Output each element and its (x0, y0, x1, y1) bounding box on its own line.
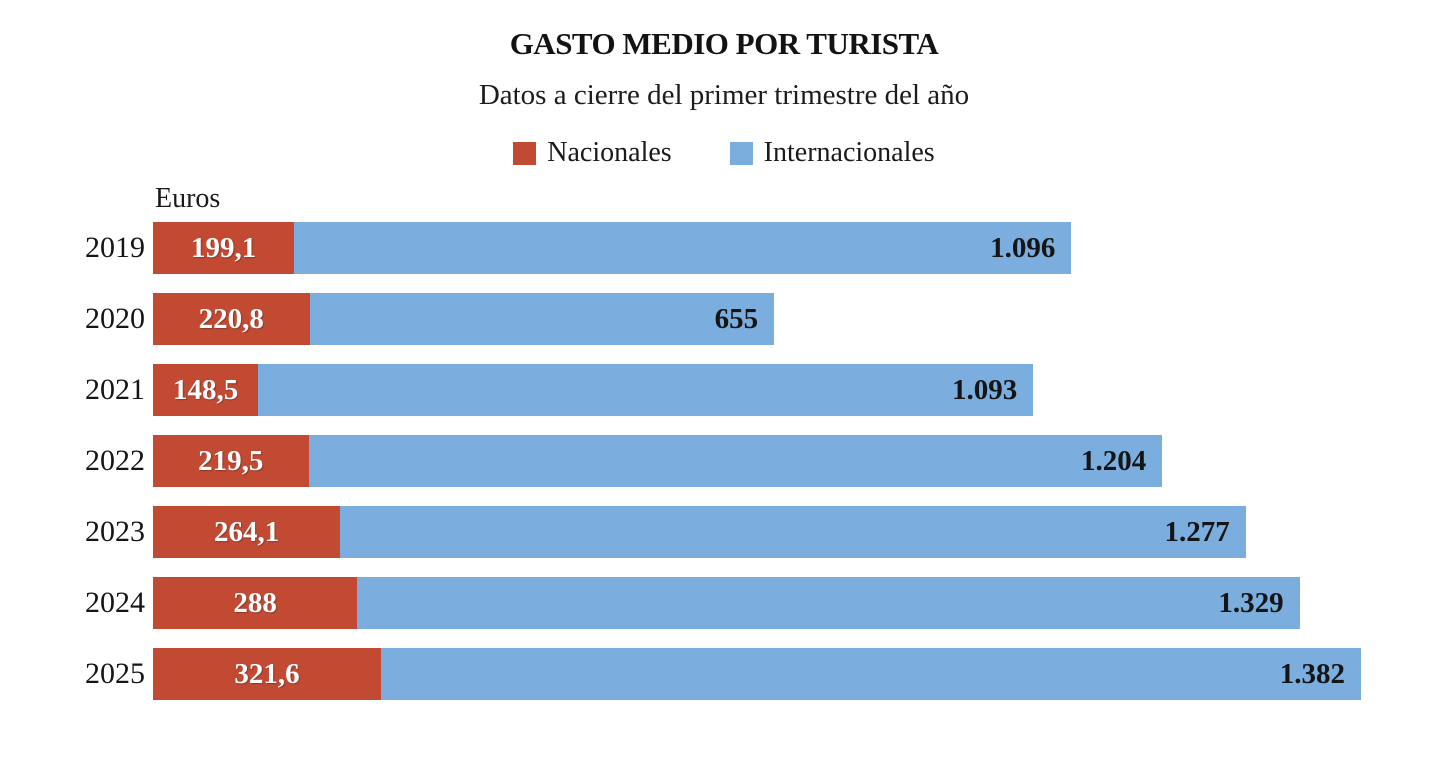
bar-segment-internacionales: 1.277 (340, 506, 1246, 558)
year-label: 2021 (85, 373, 145, 406)
legend-swatch-internacionales-icon (729, 141, 753, 165)
bar-segment-nacionales: 199,1 (153, 222, 295, 274)
bar-segment-nacionales: 220,8 (153, 293, 310, 345)
value-label-nacionales: 220,8 (198, 302, 264, 335)
bar-track: 148,5 1.093 (153, 364, 1034, 416)
legend-label-internacionales: Internacionales (763, 137, 935, 168)
bar-row: 2023 264,1 1.277 (0, 506, 1448, 558)
value-label-internacionales: 1.382 (1279, 657, 1345, 690)
bar-segment-internacionales: 1.382 (381, 648, 1361, 700)
chart-rows: 2019 199,1 1.096 2020 220,8 655 2021 148… (0, 222, 1448, 700)
year-label: 2019 (85, 231, 145, 264)
value-label-nacionales: 288 (233, 586, 277, 619)
bar-track: 321,6 1.382 (153, 648, 1361, 700)
year-label: 2024 (85, 586, 145, 619)
year-label: 2020 (85, 302, 145, 335)
value-label-nacionales: 264,1 (214, 515, 280, 548)
value-label-internacionales: 1.093 (952, 373, 1018, 406)
chart-canvas: GASTO MEDIO POR TURISTA Datos a cierre d… (0, 26, 1448, 760)
bar-segment-internacionales: 1.204 (308, 435, 1163, 487)
value-label-internacionales: 1.329 (1218, 586, 1284, 619)
legend-item-nacionales: Nacionales (513, 137, 672, 169)
legend-item-internacionales: Internacionales (729, 137, 935, 169)
legend: Nacionales Internacionales (0, 137, 1448, 169)
year-label: 2023 (85, 515, 145, 548)
bar-row: 2022 219,5 1.204 (0, 435, 1448, 487)
bar-row: 2024 288 1.329 (0, 577, 1448, 629)
bar-row: 2021 148,5 1.093 (0, 364, 1448, 416)
bar-segment-nacionales: 148,5 (153, 364, 259, 416)
value-label-internacionales: 1.277 (1164, 515, 1230, 548)
bar-segment-internacionales: 1.096 (294, 222, 1072, 274)
value-label-nacionales: 321,6 (234, 657, 300, 690)
legend-label-nacionales: Nacionales (547, 137, 672, 168)
bar-row: 2019 199,1 1.096 (0, 222, 1448, 274)
value-label-nacionales: 199,1 (190, 231, 257, 264)
legend-swatch-nacionales-icon (513, 141, 537, 165)
year-label: 2022 (85, 444, 145, 477)
bar-track: 220,8 655 (153, 293, 775, 345)
bar-segment-nacionales: 219,5 (153, 435, 309, 487)
bar-track: 288 1.329 (153, 577, 1300, 629)
chart-title: GASTO MEDIO POR TURISTA (509, 26, 939, 61)
bar-segment-internacionales: 1.329 (357, 577, 1300, 629)
value-label-internacionales: 1.204 (1081, 444, 1147, 477)
bar-row: 2025 321,6 1.382 (0, 648, 1448, 700)
value-label-nacionales: 219,5 (198, 444, 264, 477)
year-label: 2025 (85, 657, 145, 690)
value-label-nacionales: 148,5 (173, 373, 239, 406)
bar-track: 199,1 1.096 (153, 222, 1072, 274)
bar-track: 219,5 1.204 (153, 435, 1163, 487)
bar-track: 264,1 1.277 (153, 506, 1246, 558)
bar-segment-internacionales: 1.093 (258, 364, 1034, 416)
chart-subtitle: Datos a cierre del primer trimestre del … (478, 79, 970, 111)
bar-segment-nacionales: 264,1 (153, 506, 341, 558)
bar-segment-nacionales: 288 (153, 577, 358, 629)
axis-unit-label: Euros (155, 183, 221, 214)
bar-segment-internacionales: 655 (309, 293, 775, 345)
value-label-internacionales: 655 (714, 302, 759, 335)
bar-segment-nacionales: 321,6 (153, 648, 381, 700)
bar-row: 2020 220,8 655 (0, 293, 1448, 345)
value-label-internacionales: 1.096 (990, 231, 1056, 264)
